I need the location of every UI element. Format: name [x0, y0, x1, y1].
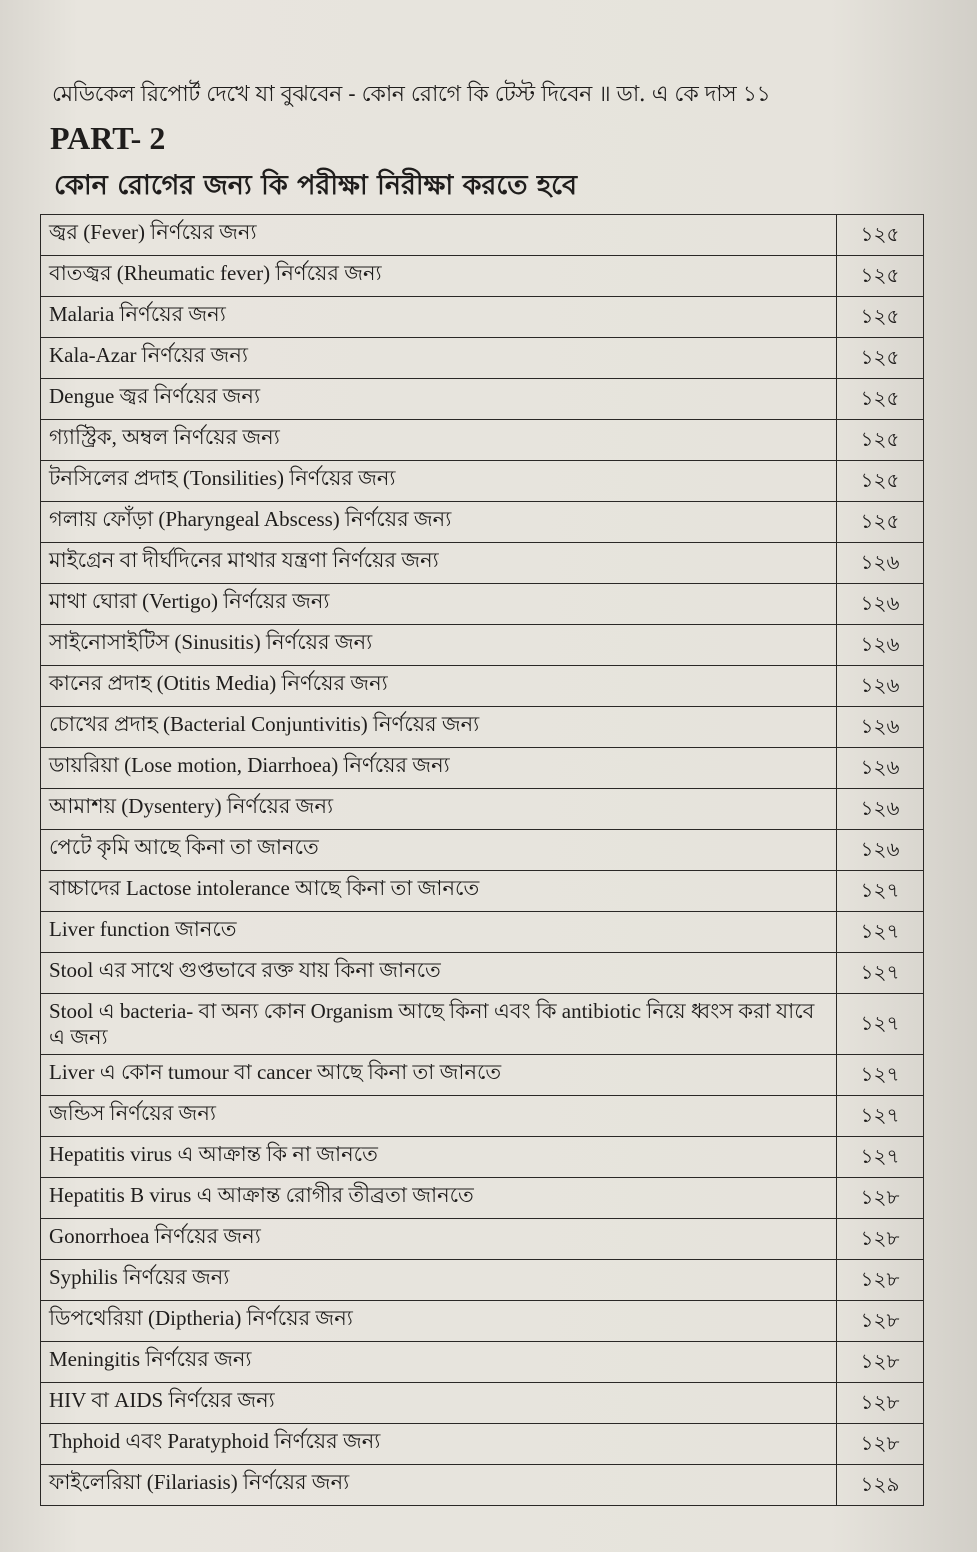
topic-cell: Stool এ bacteria- বা অন্য কোন Organism আ…	[40, 993, 837, 1055]
table-row: Stool এর সাথে গুপ্তভাবে রক্ত যায় কিনা জ…	[40, 952, 924, 994]
page-number-cell: ১২৭	[836, 1095, 924, 1137]
running-head: মেডিকেল রিপোর্ট দেখে যা বুঝবেন - কোন রোগ…	[52, 82, 771, 107]
topic-cell: Gonorrhoea নির্ণয়ের জন্য	[40, 1218, 837, 1260]
topic-cell: HIV বা AIDS নির্ণয়ের জন্য	[40, 1382, 837, 1424]
topic-cell: Liver function জানতে	[40, 911, 837, 953]
page-number-cell: ১২৯	[836, 1464, 924, 1506]
page-number-cell: ১২৬	[836, 624, 924, 666]
page-number-cell: ১২৬	[836, 583, 924, 625]
page-number-cell: ১২৭	[836, 1054, 924, 1096]
table-row: Gonorrhoea নির্ণয়ের জন্য ১২৮	[40, 1218, 924, 1260]
table-row: Hepatitis B virus এ আক্রান্ত রোগীর তীব্র…	[40, 1177, 924, 1219]
table-row: Stool এ bacteria- বা অন্য কোন Organism আ…	[40, 993, 924, 1055]
table-row: আমাশয় (Dysentery) নির্ণয়ের জন্য ১২৬	[40, 788, 924, 830]
page-number-cell: ১২৬	[836, 788, 924, 830]
page-number-cell: ১২৫	[836, 460, 924, 502]
table-row: Hepatitis virus এ আক্রান্ত কি না জানতে ১২…	[40, 1136, 924, 1178]
page-number-cell: ১২৭	[836, 911, 924, 953]
table-row: গলায় ফোঁড়া (Pharyngeal Abscess) নির্ণয…	[40, 501, 924, 543]
topic-cell: টনসিলের প্রদাহ (Tonsilities) নির্ণয়ের জ…	[40, 460, 837, 502]
table-row: জ্বর (Fever) নির্ণয়ের জন্য ১২৫	[40, 214, 924, 256]
page-number-cell: ১২৮	[836, 1300, 924, 1342]
table-row: সাইনোসাইটিস (Sinusitis) নির্ণয়ের জন্য ১২…	[40, 624, 924, 666]
table-row: মাথা ঘোরা (Vertigo) নির্ণয়ের জন্য ১২৬	[40, 583, 924, 625]
page-number-cell: ১২৫	[836, 337, 924, 379]
page-number-cell: ১২৮	[836, 1218, 924, 1260]
page-number-cell: ১২৫	[836, 378, 924, 420]
table-row: বাতজ্বর (Rheumatic fever) নির্ণয়ের জন্য…	[40, 255, 924, 297]
page-number-cell: ১২৭	[836, 870, 924, 912]
topic-cell: Syphilis নির্ণয়ের জন্য	[40, 1259, 837, 1301]
topic-cell: জ্বর (Fever) নির্ণয়ের জন্য	[40, 214, 837, 256]
table-row: পেটে কৃমি আছে কিনা তা জানতে ১২৬	[40, 829, 924, 871]
table-row: মাইগ্রেন বা দীর্ঘদিনের মাথার যন্ত্রণা নি…	[40, 542, 924, 584]
table-row: Kala-Azar নির্ণয়ের জন্য ১২৫	[40, 337, 924, 379]
contents-table-body: জ্বর (Fever) নির্ণয়ের জন্য ১২৫ বাতজ্বর (R…	[40, 214, 924, 1506]
table-row: টনসিলের প্রদাহ (Tonsilities) নির্ণয়ের জ…	[40, 460, 924, 502]
topic-cell: Thphoid এবং Paratyphoid নির্ণয়ের জন্য	[40, 1423, 837, 1465]
topic-cell: মাইগ্রেন বা দীর্ঘদিনের মাথার যন্ত্রণা নি…	[40, 542, 837, 584]
topic-cell: গ্যাস্ট্রিক, অম্বল নির্ণয়ের জন্য	[40, 419, 837, 461]
table-row: Liver এ কোন tumour বা cancer আছে কিনা তা…	[40, 1054, 924, 1096]
topic-cell: Hepatitis B virus এ আক্রান্ত রোগীর তীব্র…	[40, 1177, 837, 1219]
page-number-cell: ১২৫	[836, 296, 924, 338]
topic-cell: ফাইলেরিয়া (Filariasis) নির্ণয়ের জন্য	[40, 1464, 837, 1506]
page-number-cell: ১২৬	[836, 665, 924, 707]
topic-cell: বাতজ্বর (Rheumatic fever) নির্ণয়ের জন্য	[40, 255, 837, 297]
page-number-cell: ১২৬	[836, 747, 924, 789]
topic-cell: Liver এ কোন tumour বা cancer আছে কিনা তা…	[40, 1054, 837, 1096]
topic-cell: ডিপথেরিয়া (Diptheria) নির্ণয়ের জন্য	[40, 1300, 837, 1342]
topic-cell: চোখের প্রদাহ (Bacterial Conjuntivitis) ন…	[40, 706, 837, 748]
table-row: কানের প্রদাহ (Otitis Media) নির্ণয়ের জন…	[40, 665, 924, 707]
table-row: Liver function জানতে ১২৭	[40, 911, 924, 953]
topic-cell: জন্ডিস নির্ণয়ের জন্য	[40, 1095, 837, 1137]
topic-cell: ডায়রিয়া (Lose motion, Diarrhoea) নির্ণ…	[40, 747, 837, 789]
table-row: Malaria নির্ণয়ের জন্য ১২৫	[40, 296, 924, 338]
page-number-cell: ১২৮	[836, 1259, 924, 1301]
table-row: গ্যাস্ট্রিক, অম্বল নির্ণয়ের জন্য ১২৫	[40, 419, 924, 461]
topic-cell: Stool এর সাথে গুপ্তভাবে রক্ত যায় কিনা জ…	[40, 952, 837, 994]
topic-cell: গলায় ফোঁড়া (Pharyngeal Abscess) নির্ণয…	[40, 501, 837, 543]
topic-cell: Hepatitis virus এ আক্রান্ত কি না জানতে	[40, 1136, 837, 1178]
topic-cell: পেটে কৃমি আছে কিনা তা জানতে	[40, 829, 837, 871]
topic-cell: কানের প্রদাহ (Otitis Media) নির্ণয়ের জন…	[40, 665, 837, 707]
page-number-cell: ১২৬	[836, 542, 924, 584]
topic-cell: আমাশয় (Dysentery) নির্ণয়ের জন্য	[40, 788, 837, 830]
page-number-cell: ১২৬	[836, 829, 924, 871]
page-number-cell: ১২৫	[836, 214, 924, 256]
page-number-cell: ১২৭	[836, 993, 924, 1055]
table-row: Dengue জ্বর নির্ণয়ের জন্য ১২৫	[40, 378, 924, 420]
table-row: ডিপথেরিয়া (Diptheria) নির্ণয়ের জন্য ১২৮	[40, 1300, 924, 1342]
part-title: PART- 2	[50, 120, 166, 156]
page-number-cell: ১২৮	[836, 1341, 924, 1383]
table-row: Meningitis নির্ণয়ের জন্য ১২৮	[40, 1341, 924, 1383]
topic-cell: Dengue জ্বর নির্ণয়ের জন্য	[40, 378, 837, 420]
table-row: চোখের প্রদাহ (Bacterial Conjuntivitis) ন…	[40, 706, 924, 748]
page-number-cell: ১২৭	[836, 952, 924, 994]
table-row: ফাইলেরিয়া (Filariasis) নির্ণয়ের জন্য ১২…	[40, 1464, 924, 1506]
topic-cell: সাইনোসাইটিস (Sinusitis) নির্ণয়ের জন্য	[40, 624, 837, 666]
topic-cell: Meningitis নির্ণয়ের জন্য	[40, 1341, 837, 1383]
contents-table: জ্বর (Fever) নির্ণয়ের জন্য ১২৫ বাতজ্বর (R…	[40, 214, 924, 1506]
page-number-cell: ১২৫	[836, 501, 924, 543]
page-number-cell: ১২৮	[836, 1177, 924, 1219]
page-number-cell: ১২৮	[836, 1423, 924, 1465]
page-number-cell: ১২৮	[836, 1382, 924, 1424]
topic-cell: Kala-Azar নির্ণয়ের জন্য	[40, 337, 837, 379]
page-number-cell: ১২৫	[836, 419, 924, 461]
table-row: বাচ্চাদের Lactose intolerance আছে কিনা ত…	[40, 870, 924, 912]
topic-cell: বাচ্চাদের Lactose intolerance আছে কিনা ত…	[40, 870, 837, 912]
section-subtitle: কোন রোগের জন্য কি পরীক্ষা নিরীক্ষা করতে …	[54, 170, 577, 201]
table-row: ডায়রিয়া (Lose motion, Diarrhoea) নির্ণ…	[40, 747, 924, 789]
topic-cell: Malaria নির্ণয়ের জন্য	[40, 296, 837, 338]
table-row: Syphilis নির্ণয়ের জন্য ১২৮	[40, 1259, 924, 1301]
table-row: Thphoid এবং Paratyphoid নির্ণয়ের জন্য ১২…	[40, 1423, 924, 1465]
table-row: HIV বা AIDS নির্ণয়ের জন্য ১২৮	[40, 1382, 924, 1424]
table-row: জন্ডিস নির্ণয়ের জন্য ১২৭	[40, 1095, 924, 1137]
topic-cell: মাথা ঘোরা (Vertigo) নির্ণয়ের জন্য	[40, 583, 837, 625]
page-number-cell: ১২৬	[836, 706, 924, 748]
page-number-cell: ১২৭	[836, 1136, 924, 1178]
page-number-cell: ১২৫	[836, 255, 924, 297]
